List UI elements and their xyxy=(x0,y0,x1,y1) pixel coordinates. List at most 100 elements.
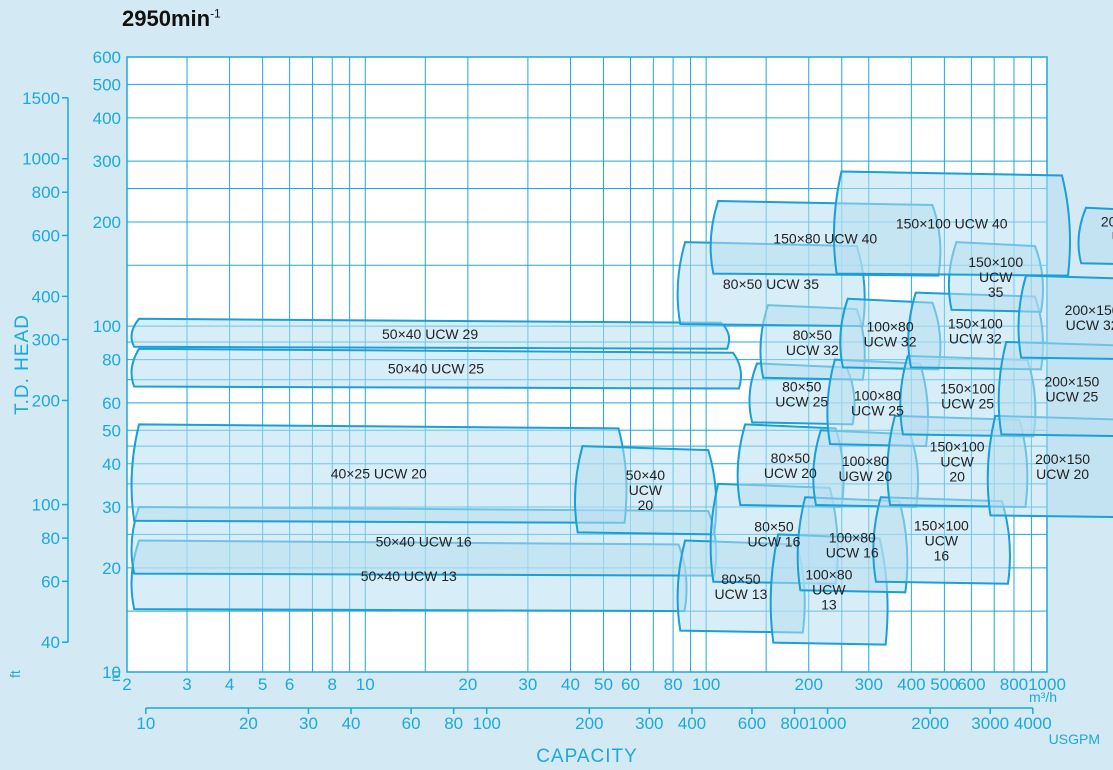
series-label: 50×40 UCW 13 xyxy=(361,568,457,584)
y-tick-label-m: 400 xyxy=(93,109,121,128)
y-axis-label: T.D. HEAD xyxy=(12,314,33,415)
series-label: UGW 20 xyxy=(839,468,893,484)
chart-title: 2950min-1 xyxy=(122,6,221,31)
x-tick-label-usgpm: 400 xyxy=(678,714,706,733)
y-tick-label-ft: 200 xyxy=(32,391,60,410)
x-tick-label-usgpm: 3000 xyxy=(971,714,1009,733)
x-tick-label-m3h: 6 xyxy=(285,675,294,694)
y-tick-label-ft: 1000 xyxy=(22,150,60,169)
series-label: UCW 16 xyxy=(747,533,800,549)
series-label: UCW 25 xyxy=(941,396,994,412)
series-label: 200×150 xyxy=(1101,213,1113,229)
x-tick-label-usgpm: 300 xyxy=(635,714,663,733)
series-label: 20 xyxy=(949,468,965,484)
x-tick-label-m3h: 1000 xyxy=(1028,675,1066,694)
series-label: 100×80 xyxy=(854,387,901,403)
series-label: 100×80 xyxy=(829,529,876,545)
x-tick-label-m3h: 800 xyxy=(1000,675,1028,694)
pump-region xyxy=(130,317,731,350)
x-tick-label-usgpm: 100 xyxy=(473,714,501,733)
x-tick-label-m3h: 30 xyxy=(518,675,537,694)
series-label: UCW xyxy=(629,482,663,498)
y-tick-label-m: 200 xyxy=(93,213,121,232)
x-tick-label-usgpm: 200 xyxy=(575,714,603,733)
x-tick-label-usgpm: 4000 xyxy=(1014,714,1052,733)
y-tick-label-ft: 400 xyxy=(32,287,60,306)
series-label: 35 xyxy=(988,284,1004,300)
series-label: 100×80 xyxy=(842,453,889,469)
series-label: 50×40 UCW 29 xyxy=(382,326,478,342)
series-label: 80×50 UCW 35 xyxy=(723,276,819,292)
y-tick-label-m: 100 xyxy=(93,317,121,336)
series-label: UCW 32 xyxy=(949,330,1002,346)
x-tick-label-m3h: 50 xyxy=(594,675,613,694)
y-tick-label-ft: 1500 xyxy=(22,89,60,108)
x-tick-label-m3h: 20 xyxy=(458,675,477,694)
series-label: 16 xyxy=(934,547,950,563)
series-label: UCW xyxy=(1112,228,1113,244)
series-label: 80×50 xyxy=(782,378,822,394)
x-axis-label: CAPACITY xyxy=(536,746,638,767)
pump-region xyxy=(1017,274,1113,360)
x-tick-label-m3h: 400 xyxy=(897,675,925,694)
x-tick-label-usgpm: 600 xyxy=(738,714,766,733)
y-tick-label-m: 50 xyxy=(102,421,121,440)
series-label: 50×40 xyxy=(626,467,666,483)
series-label: 200×150 xyxy=(1065,302,1113,318)
x-tick-label-usgpm: 60 xyxy=(402,714,421,733)
y-tick-label-ft: 100 xyxy=(32,496,60,515)
series-label: UCW 25 xyxy=(775,393,828,409)
series-label: UCW xyxy=(940,453,974,469)
series-label: 150×100 xyxy=(940,381,995,397)
y-tick-label-ft: 800 xyxy=(32,183,60,202)
x-tick-label-m3h: 3 xyxy=(182,675,191,694)
y-tick-label-m: 10 xyxy=(102,663,121,682)
series-label: 200×150 xyxy=(1035,451,1090,467)
series-label: UCW 13 xyxy=(714,586,767,602)
x-tick-label-usgpm: 1000 xyxy=(809,714,847,733)
x-tick-label-m3h: 60 xyxy=(621,675,640,694)
series-label: 80×50 xyxy=(721,571,761,587)
series-label: UCW 20 xyxy=(1036,466,1089,482)
series-label: 150×100 xyxy=(914,517,969,533)
series-label: 80×50 xyxy=(793,327,833,343)
x-tick-label-m3h: 80 xyxy=(664,675,683,694)
y-tick-label-m: 500 xyxy=(93,75,121,94)
series-label: 40×25 UCW 20 xyxy=(331,466,427,482)
y-tick-label-ft: 300 xyxy=(32,331,60,350)
series-label: UCW 32 xyxy=(864,334,917,350)
series-label: UCW 25 xyxy=(851,402,904,418)
y-tick-label-m: 600 xyxy=(93,48,121,67)
x-tick-label-m3h: 600 xyxy=(957,675,985,694)
x-tick-label-m3h: 5 xyxy=(258,675,267,694)
y-tick-label-ft: 600 xyxy=(32,226,60,245)
x-unit-secondary: USGPM xyxy=(1049,731,1100,747)
y-tick-label-m: 60 xyxy=(102,394,121,413)
x-tick-label-usgpm: 20 xyxy=(239,714,258,733)
y-tick-label-ft: 60 xyxy=(41,572,60,591)
x-tick-label-m3h: 500 xyxy=(930,675,958,694)
y-tick-label-m: 20 xyxy=(102,559,121,578)
pump-region xyxy=(130,347,742,390)
series-label: 50×40 UCW 16 xyxy=(376,533,472,549)
x-tick-label-usgpm: 40 xyxy=(342,714,361,733)
x-tick-label-usgpm: 10 xyxy=(136,714,155,733)
x-tick-label-usgpm: 2000 xyxy=(911,714,949,733)
series-label: UCW xyxy=(979,269,1013,285)
y-tick-label-m: 300 xyxy=(93,152,121,171)
series-label: UCW 16 xyxy=(826,544,879,560)
x-tick-label-m3h: 2 xyxy=(122,675,131,694)
series-label: 13 xyxy=(821,596,837,612)
y-tick-label-m: 80 xyxy=(102,351,121,370)
series-label: 150×100 xyxy=(948,315,1003,331)
y-tick-label-m: 40 xyxy=(102,455,121,474)
x-tick-label-m3h: 8 xyxy=(327,675,336,694)
x-tick-label-m3h: 4 xyxy=(225,675,234,694)
series-label: 150×100 UCW 40 xyxy=(896,216,1008,232)
x-tick-label-usgpm: 30 xyxy=(299,714,318,733)
series-label: UCW 25 xyxy=(1045,389,1098,405)
y-unit-primary: m xyxy=(107,670,123,682)
series-label: 150×100 xyxy=(968,254,1023,270)
x-tick-label-m3h: 100 xyxy=(692,675,720,694)
